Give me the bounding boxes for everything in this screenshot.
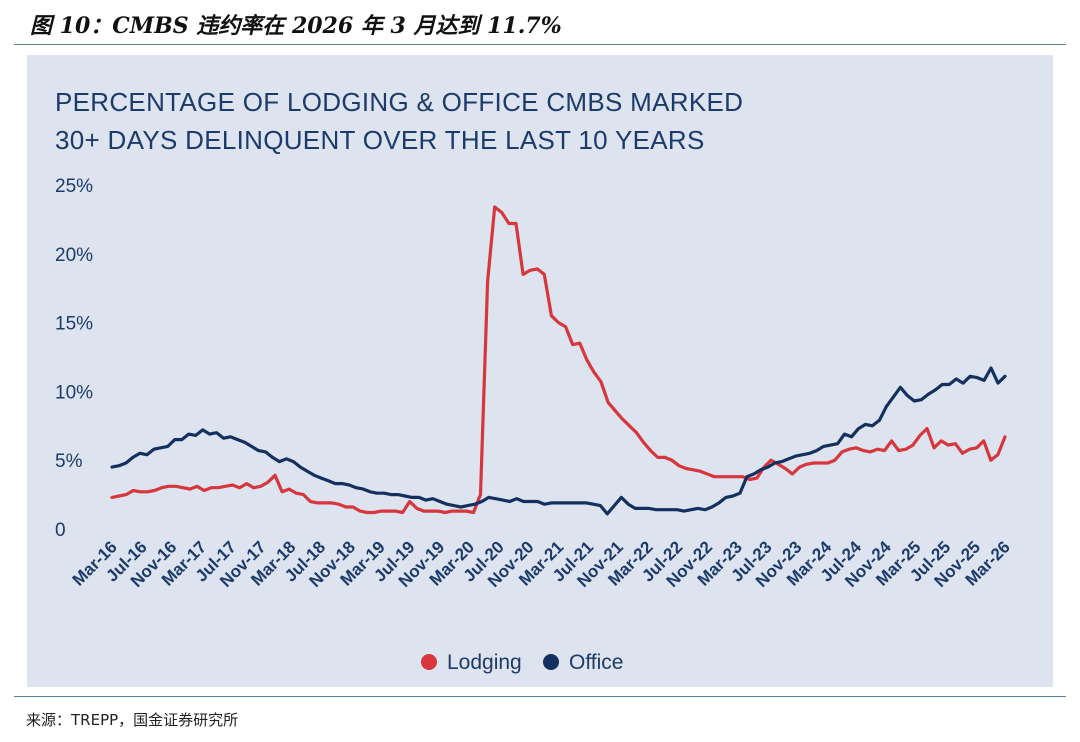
y-tick-label: 20%: [55, 245, 93, 266]
source-note: 来源：TREPP，国金证券研究所: [26, 711, 239, 729]
series-line-office: [110, 366, 1007, 516]
bottom-rule: [14, 696, 1066, 697]
top-rule: [14, 44, 1066, 45]
y-tick-label: 15%: [55, 314, 93, 335]
legend-label-office: Office: [569, 651, 623, 674]
series-line-lodging: [110, 205, 1007, 515]
chart-panel: PERCENTAGE OF LODGING & OFFICE CMBS MARK…: [27, 55, 1053, 687]
y-tick-label: 5%: [55, 451, 83, 472]
legend-marker-lodging: [421, 654, 437, 670]
legend-marker-office: [543, 654, 559, 670]
figure-title: 图 10：CMBS 违约率在 2026 年 3 月达到 11.7%: [30, 13, 562, 39]
chart-title-line-1: PERCENTAGE OF LODGING & OFFICE CMBS MARK…: [55, 87, 744, 117]
y-tick-label: 10%: [55, 382, 93, 403]
chart-title: PERCENTAGE OF LODGING & OFFICE CMBS MARK…: [55, 83, 743, 159]
chart-title-line-2: 30+ DAYS DELINQUENT OVER THE LAST 10 YEA…: [55, 125, 705, 155]
line-chart: 05%10%15%20%25% Mar-16Jul-16Nov-16Mar-17…: [55, 176, 1014, 674]
y-tick-label: 25%: [55, 176, 93, 197]
y-tick-label: 0: [55, 520, 66, 541]
legend-label-lodging: Lodging: [447, 651, 522, 674]
